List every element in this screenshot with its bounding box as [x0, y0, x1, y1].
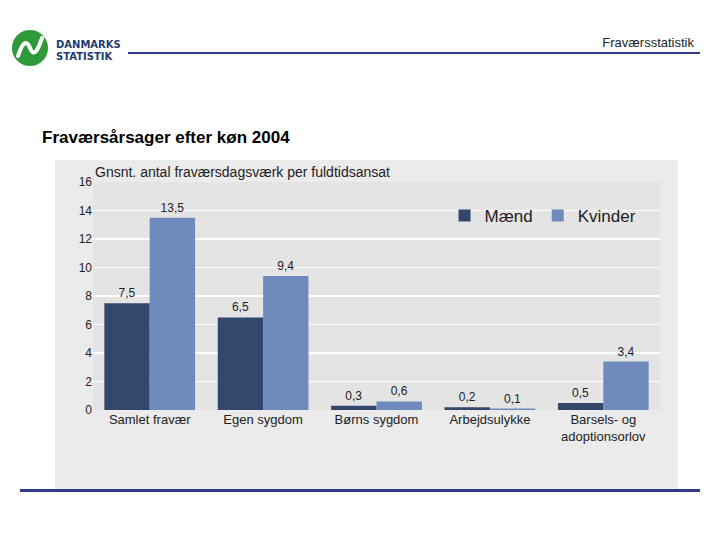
- svg-text:8: 8: [85, 289, 92, 303]
- svg-text:0,6: 0,6: [391, 384, 408, 398]
- svg-text:STATISTIK: STATISTIK: [56, 51, 113, 62]
- svg-text:2: 2: [85, 375, 92, 389]
- svg-text:0,3: 0,3: [345, 389, 362, 403]
- svg-text:3,4: 3,4: [617, 345, 634, 359]
- svg-text:Arbejdsulykke: Arbejdsulykke: [449, 412, 530, 427]
- svg-text:4: 4: [85, 346, 92, 360]
- svg-text:Egen sygdom: Egen sygdom: [223, 412, 303, 427]
- svg-text:14: 14: [79, 204, 93, 218]
- svg-text:Kvinder: Kvinder: [578, 207, 636, 226]
- svg-text:Samlet fravær: Samlet fravær: [109, 412, 191, 427]
- svg-text:16: 16: [79, 175, 93, 189]
- svg-text:Børns sygdom: Børns sygdom: [335, 412, 419, 427]
- svg-text:DANMARKS: DANMARKS: [56, 39, 121, 50]
- svg-text:0,1: 0,1: [504, 392, 521, 406]
- svg-text:0: 0: [85, 403, 92, 417]
- svg-text:0,5: 0,5: [572, 386, 589, 400]
- svg-text:7,5: 7,5: [119, 286, 136, 300]
- svg-text:6: 6: [85, 318, 92, 332]
- html-text:Fraværsstatistik: Fraværsstatistik: [602, 35, 694, 50]
- svg-text:9,4: 9,4: [277, 259, 294, 273]
- svg-text:12: 12: [79, 232, 93, 246]
- svg-text:Barsels- ogadoptionsorlov: Barsels- ogadoptionsorlov: [561, 412, 646, 444]
- svg-text:6,5: 6,5: [232, 300, 249, 314]
- svg-text:13,5: 13,5: [161, 201, 185, 215]
- html-text:Fraværsårsager efter køn 2004: Fraværsårsager efter køn 2004: [42, 128, 290, 147]
- svg-text:10: 10: [79, 261, 93, 275]
- svg-text:0,2: 0,2: [459, 390, 476, 404]
- svg-text:Gnsnt. antal fraværsdagsværk p: Gnsnt. antal fraværsdagsværk per fuldtid…: [95, 164, 390, 180]
- svg-text:Mænd: Mænd: [485, 207, 533, 226]
